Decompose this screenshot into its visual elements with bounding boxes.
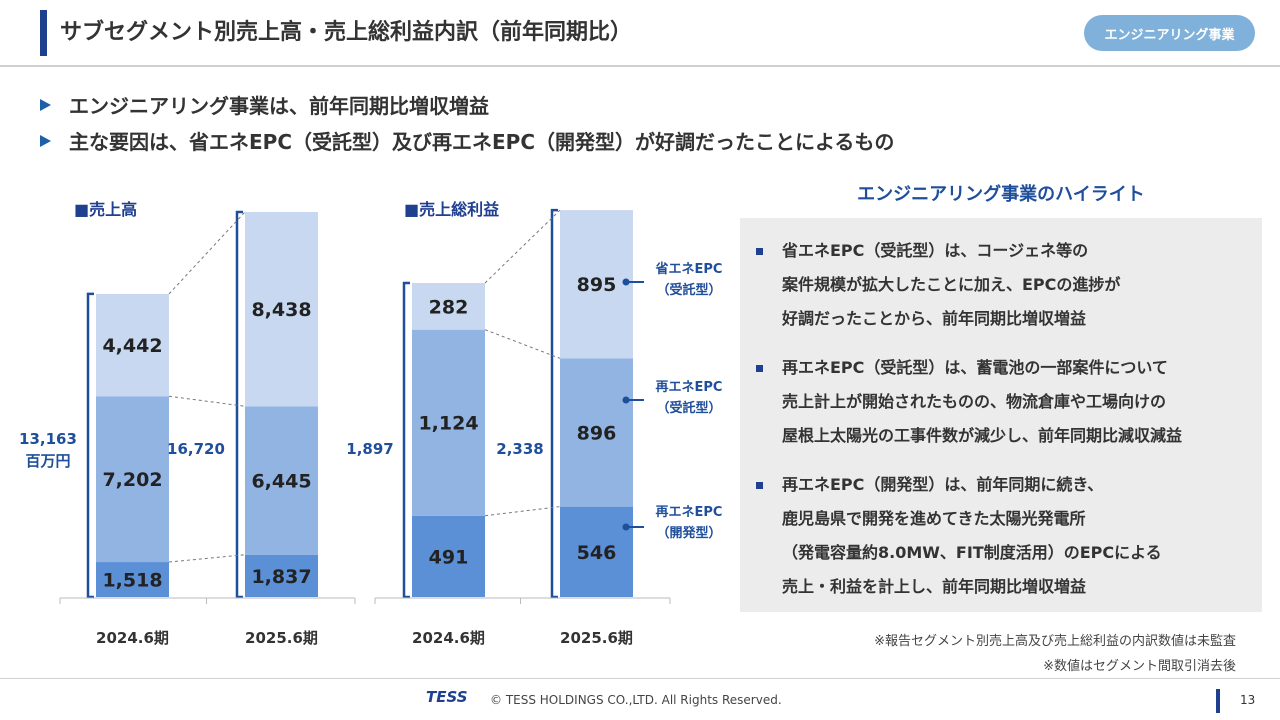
x-tick-label: 2025.6期 xyxy=(560,629,633,647)
legend-label: 再エネEPC xyxy=(656,505,723,520)
legend-dot xyxy=(622,523,630,531)
connector-line xyxy=(484,506,561,517)
connector-line xyxy=(484,329,561,359)
bar-value-label: 6,445 xyxy=(251,470,311,492)
copyright: © TESS HOLDINGS CO.,LTD. All Rights Rese… xyxy=(490,693,782,707)
bar-segment xyxy=(412,329,485,516)
highlight-item: 再エネEPC（開発型）は、前年同期に続き、 鹿児島県で開発を進めてきた太陽光発電… xyxy=(756,468,1256,604)
bar-segment xyxy=(560,358,633,507)
highlight-box: 省エネEPC（受託型）は、コージェネ等の 案件規模が拡大したことに加え、EPCの… xyxy=(740,218,1262,612)
legend-label: （受託型） xyxy=(656,400,721,416)
bar-segment xyxy=(245,212,318,407)
note-elimination: ※数値はセグメント間取引消去後 xyxy=(1043,659,1236,674)
bar-value-label: 546 xyxy=(577,542,617,564)
connector-line xyxy=(484,209,561,284)
segment-badge: エンジニアリング事業 xyxy=(1084,15,1255,51)
highlight-item: 省エネEPC（受託型）は、コージェネ等の 案件規模が拡大したことに加え、EPCの… xyxy=(756,234,1256,336)
x-tick-label: 2024.6期 xyxy=(412,629,485,647)
bar-segment xyxy=(412,282,485,330)
profit-chart-title: ■売上総利益 xyxy=(404,200,500,219)
bar-segment xyxy=(560,506,633,597)
bullet-2: 主な要因は、省エネEPC（受託型）及び再エネEPC（開発型）が好調だったことによ… xyxy=(40,126,894,155)
legend-dot xyxy=(622,278,630,286)
highlight-title: エンジニアリング事業のハイライト xyxy=(857,184,1145,205)
x-tick-label: 2025.6期 xyxy=(245,629,318,647)
page-accent-bar xyxy=(1216,689,1220,713)
bar-value-label: 895 xyxy=(577,274,617,296)
triangle-icon xyxy=(40,134,51,147)
bar-value-label: 1,837 xyxy=(251,566,311,588)
bar-value-label: 1,124 xyxy=(418,413,478,435)
total-label: 2,338 xyxy=(496,440,543,458)
total-bracket xyxy=(86,292,94,599)
bar-value-label: 8,438 xyxy=(251,299,311,321)
total-bracket xyxy=(550,208,558,599)
square-bullet-icon xyxy=(756,482,763,489)
title-accent-bar xyxy=(40,10,47,56)
total-bracket xyxy=(402,281,410,599)
legend-label: （受託型） xyxy=(656,282,721,298)
bar-segment xyxy=(560,210,633,359)
highlight-item: 再エネEPC（受託型）は、蓄電池の一部案件について 売上計上が開始されたものの、… xyxy=(756,351,1256,453)
footer-divider xyxy=(0,678,1280,679)
bar-segment xyxy=(96,293,169,397)
charts-canvas: 1,518 7,202 4,442 13,163 2024.6期 1,837 6,445 8,… xyxy=(19,208,723,647)
total-bracket xyxy=(235,210,243,599)
triangle-icon xyxy=(40,98,51,111)
connector-line xyxy=(168,395,246,407)
bar-segment xyxy=(96,562,169,597)
bullet-1: エンジニアリング事業は、前年同期比増収増益 xyxy=(40,90,489,119)
connector-line xyxy=(168,554,246,563)
legend-dot xyxy=(622,396,630,404)
bar-value-label: 1,518 xyxy=(102,570,162,592)
page-title: サブセグメント別売上高・売上総利益内訳（前年同期比） xyxy=(60,20,633,45)
legend-label: 再エネEPC xyxy=(656,380,723,395)
square-bullet-icon xyxy=(756,248,763,255)
total-label: 1,897 xyxy=(346,440,393,458)
tess-logo: TESS xyxy=(426,688,468,706)
legend-label: 省エネEPC xyxy=(655,261,723,277)
bar-segment xyxy=(412,515,485,597)
bar-value-label: 4,442 xyxy=(102,335,162,357)
bar-segment xyxy=(245,554,318,597)
total-label: 16,720 xyxy=(167,440,225,458)
note-unaudited: ※報告セグメント別売上高及び売上総利益の内訳数値は未監査 xyxy=(874,634,1236,649)
bar-value-label: 896 xyxy=(577,422,617,444)
sales-chart-title: ■売上高 xyxy=(74,200,138,219)
page-number: 13 xyxy=(1240,693,1256,707)
bar-value-label: 491 xyxy=(429,546,469,568)
bar-segment xyxy=(96,396,169,563)
header-divider xyxy=(0,65,1280,67)
x-tick-label: 2024.6期 xyxy=(96,629,169,647)
connector-line xyxy=(168,211,246,295)
square-bullet-icon xyxy=(756,365,763,372)
total-label: 13,163 xyxy=(19,430,77,448)
legend-label: （開発型） xyxy=(656,525,721,541)
bar-segment xyxy=(245,406,318,555)
unit-label: 百万円 xyxy=(25,452,70,470)
bar-value-label: 7,202 xyxy=(102,469,162,491)
bar-value-label: 282 xyxy=(429,296,469,318)
